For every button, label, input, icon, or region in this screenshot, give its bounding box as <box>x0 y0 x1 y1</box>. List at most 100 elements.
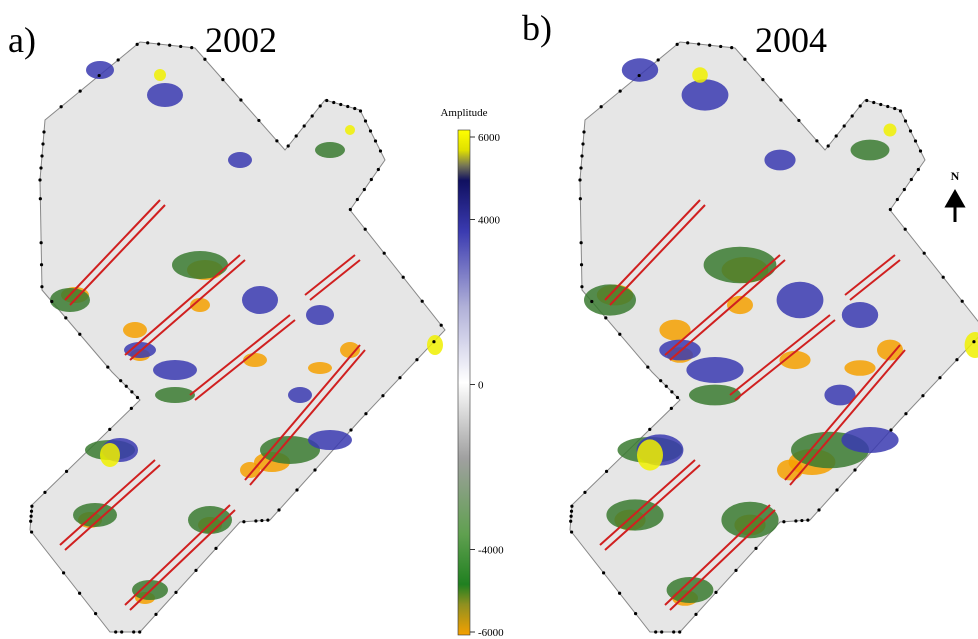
well-dot <box>800 519 803 522</box>
amplitude-patch <box>764 150 795 171</box>
well-dot <box>843 124 846 127</box>
well-dot <box>40 241 43 244</box>
well-dot <box>364 412 367 415</box>
well-dot <box>851 114 854 117</box>
well-dot <box>734 569 737 572</box>
well-dot <box>904 228 907 231</box>
well-dot <box>239 98 242 101</box>
north-label: N <box>951 169 960 183</box>
survey-outline <box>570 42 978 632</box>
well-dot <box>332 101 335 104</box>
well-dot <box>903 188 906 191</box>
well-dot <box>694 613 697 616</box>
well-dot <box>859 104 862 107</box>
well-dot <box>580 241 583 244</box>
well-dot <box>29 520 32 523</box>
well-dot <box>136 43 139 46</box>
well-dot <box>794 519 797 522</box>
well-dot <box>919 149 922 152</box>
well-dot <box>295 488 298 491</box>
amplitude-patch <box>155 387 195 403</box>
well-dot <box>646 365 649 368</box>
well-dot <box>570 515 573 518</box>
amplitude-patch <box>315 142 345 158</box>
well-dot <box>914 139 917 142</box>
well-dot <box>817 508 820 511</box>
amplitude-patch <box>242 286 278 314</box>
well-dot <box>672 630 675 633</box>
well-dot <box>440 324 443 327</box>
well-dot <box>886 105 889 108</box>
well-dot <box>64 316 67 319</box>
well-dot <box>402 276 405 279</box>
amplitude-patch <box>689 385 741 406</box>
well-dot <box>618 333 621 336</box>
amplitude-patch <box>777 282 824 318</box>
well-dot <box>174 591 177 594</box>
amplitude-patch <box>308 362 332 374</box>
well-dot <box>797 119 800 122</box>
well-dot <box>899 109 902 112</box>
amplitude-patch <box>884 124 897 137</box>
well-dot <box>277 508 280 511</box>
well-dot <box>377 168 380 171</box>
amplitude-patch <box>288 387 312 403</box>
well-dot <box>398 376 401 379</box>
well-dot <box>359 109 362 112</box>
well-dot <box>659 379 662 382</box>
well-dot <box>39 166 42 169</box>
well-dot <box>30 515 33 518</box>
well-dot <box>130 407 133 410</box>
well-dot <box>79 90 82 93</box>
well-dot <box>638 74 641 77</box>
well-dot <box>275 139 278 142</box>
well-dot <box>415 358 418 361</box>
north-arrow <box>947 192 963 222</box>
well-dot <box>383 252 386 255</box>
well-dot <box>806 519 809 522</box>
well-dot <box>168 44 171 47</box>
well-dot <box>266 519 269 522</box>
well-dot <box>872 101 875 104</box>
well-dot <box>50 300 53 303</box>
well-dot <box>648 428 651 431</box>
panel-label: b) <box>522 8 552 48</box>
well-dot <box>203 58 206 61</box>
well-dot <box>125 385 128 388</box>
well-dot <box>923 252 926 255</box>
well-dot <box>580 263 583 266</box>
well-dot <box>634 612 637 615</box>
well-dot <box>303 124 306 127</box>
well-dot <box>590 300 593 303</box>
well-dot <box>94 612 97 615</box>
colorbar-tick-label: -4000 <box>478 545 504 557</box>
amplitude-patch <box>123 322 147 338</box>
well-dot <box>917 168 920 171</box>
well-dot <box>311 114 314 117</box>
well-dot <box>353 107 356 110</box>
map-panel <box>569 41 978 633</box>
well-dot <box>670 390 673 393</box>
well-dot <box>432 340 435 343</box>
well-dot <box>369 129 372 132</box>
well-dot <box>893 107 896 110</box>
well-dot <box>356 198 359 201</box>
well-dot <box>657 58 660 61</box>
well-dot <box>604 316 607 319</box>
well-dot <box>257 119 260 122</box>
well-dot <box>42 130 45 133</box>
well-dot <box>119 379 122 382</box>
well-dot <box>349 208 352 211</box>
well-dot <box>654 630 657 633</box>
colorbar <box>458 130 470 635</box>
well-dot <box>921 394 924 397</box>
well-dot <box>370 178 373 181</box>
well-dot <box>570 505 573 508</box>
well-dot <box>62 571 65 574</box>
well-dot <box>569 520 572 523</box>
well-dot <box>835 488 838 491</box>
well-dot <box>730 46 733 49</box>
well-dot <box>909 129 912 132</box>
well-dot <box>910 178 913 181</box>
well-dot <box>78 592 81 595</box>
